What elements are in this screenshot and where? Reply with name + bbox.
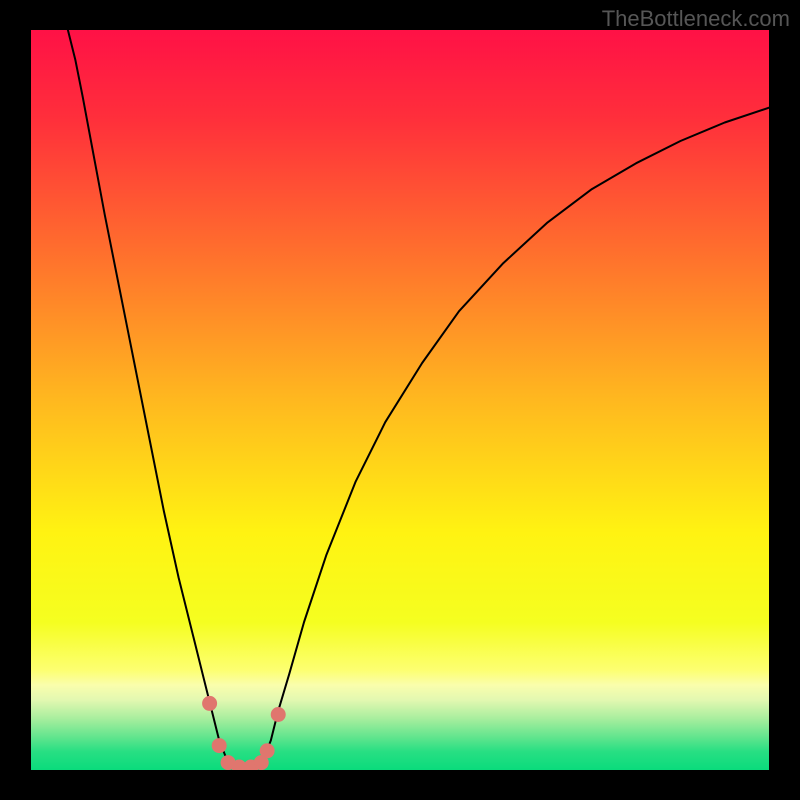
curve-marker <box>203 696 217 710</box>
curve-marker <box>271 708 285 722</box>
curve-marker <box>260 744 274 758</box>
curve-marker <box>212 739 226 753</box>
chart-svg <box>0 0 800 800</box>
chart-root: TheBottleneck.com <box>0 0 800 800</box>
